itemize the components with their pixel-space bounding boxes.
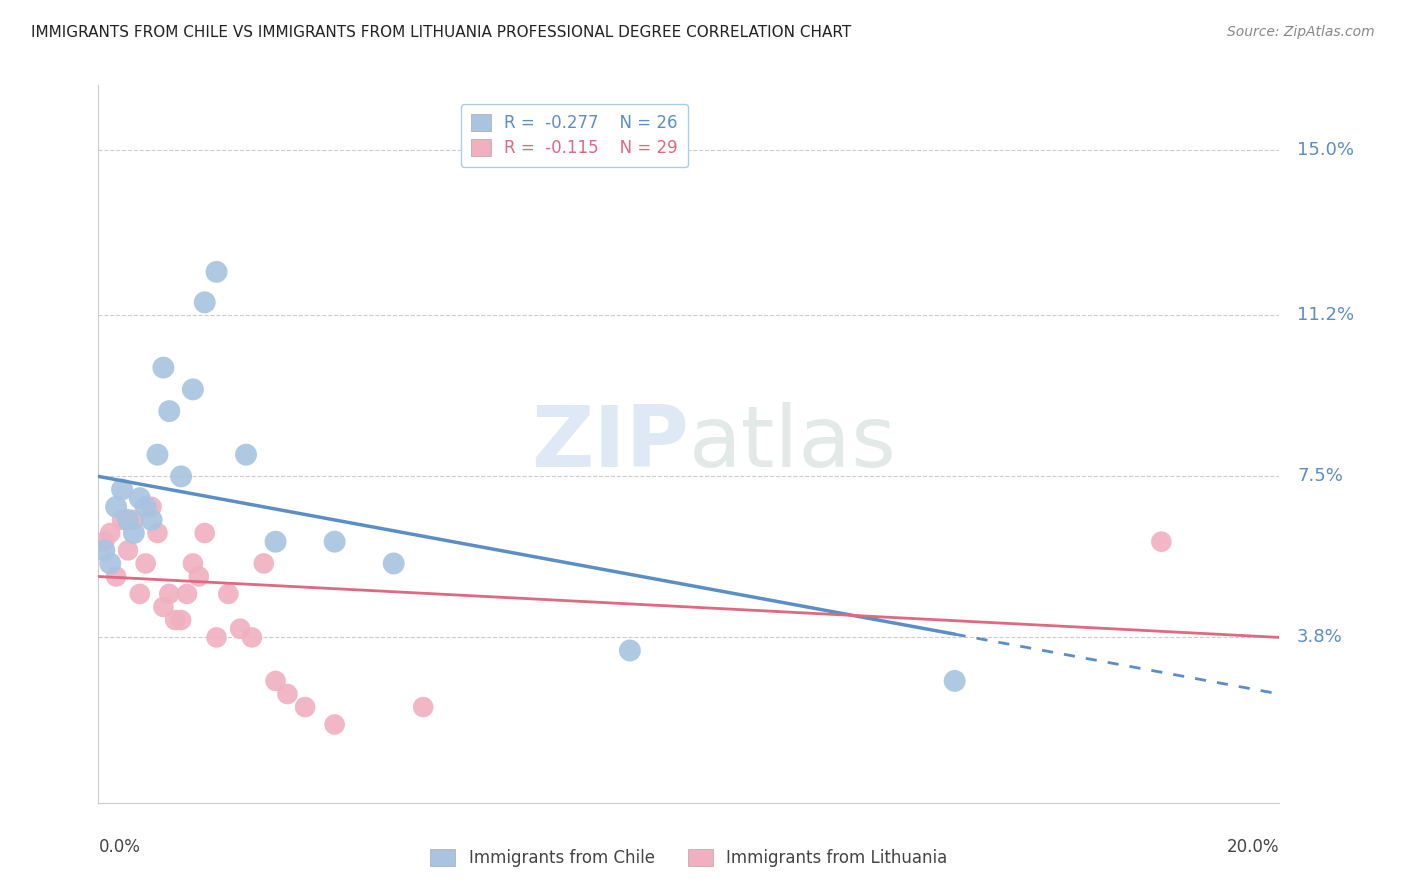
- Point: [117, 543, 139, 558]
- Point: [98, 526, 121, 541]
- Point: [323, 717, 346, 731]
- Text: IMMIGRANTS FROM CHILE VS IMMIGRANTS FROM LITHUANIA PROFESSIONAL DEGREE CORRELATI: IMMIGRANTS FROM CHILE VS IMMIGRANTS FROM…: [31, 25, 851, 40]
- Point: [152, 360, 174, 375]
- Point: [117, 513, 139, 527]
- Text: atlas: atlas: [689, 402, 897, 485]
- Point: [122, 513, 145, 527]
- Point: [194, 526, 217, 541]
- Text: Source: ZipAtlas.com: Source: ZipAtlas.com: [1227, 25, 1375, 39]
- Point: [105, 569, 128, 583]
- Text: 20.0%: 20.0%: [1227, 838, 1279, 855]
- Point: [170, 469, 193, 483]
- Point: [141, 513, 163, 527]
- Point: [205, 631, 228, 645]
- Point: [93, 543, 115, 558]
- Point: [105, 500, 128, 514]
- Text: ZIP: ZIP: [531, 402, 689, 485]
- Point: [146, 448, 169, 462]
- Point: [181, 557, 204, 571]
- Point: [229, 622, 252, 636]
- Point: [111, 483, 134, 497]
- Text: 3.8%: 3.8%: [1298, 629, 1343, 647]
- Point: [235, 448, 257, 462]
- Text: 11.2%: 11.2%: [1298, 306, 1354, 325]
- Point: [382, 557, 405, 571]
- Point: [165, 613, 187, 627]
- Legend: Immigrants from Chile, Immigrants from Lithuania: Immigrants from Chile, Immigrants from L…: [423, 842, 955, 873]
- Point: [412, 700, 434, 714]
- Point: [146, 526, 169, 541]
- Point: [93, 534, 115, 549]
- Point: [157, 587, 180, 601]
- Point: [217, 587, 239, 601]
- Point: [240, 631, 263, 645]
- Text: 7.5%: 7.5%: [1298, 467, 1343, 485]
- Point: [181, 383, 204, 397]
- Point: [98, 557, 121, 571]
- Point: [128, 587, 150, 601]
- Point: [276, 687, 298, 701]
- Text: 15.0%: 15.0%: [1298, 141, 1354, 159]
- Point: [253, 557, 276, 571]
- Point: [135, 500, 157, 514]
- Point: [205, 265, 228, 279]
- Point: [176, 587, 198, 601]
- Point: [323, 534, 346, 549]
- Point: [111, 513, 134, 527]
- Point: [157, 404, 180, 418]
- Point: [122, 526, 145, 541]
- Point: [141, 500, 163, 514]
- Point: [128, 491, 150, 505]
- Point: [943, 673, 966, 688]
- Point: [135, 557, 157, 571]
- Point: [1150, 534, 1173, 549]
- Point: [152, 599, 174, 614]
- Text: 0.0%: 0.0%: [98, 838, 141, 855]
- Point: [264, 534, 287, 549]
- Point: [294, 700, 316, 714]
- Point: [619, 643, 641, 657]
- Point: [194, 295, 217, 310]
- Point: [170, 613, 193, 627]
- Point: [264, 673, 287, 688]
- Point: [187, 569, 209, 583]
